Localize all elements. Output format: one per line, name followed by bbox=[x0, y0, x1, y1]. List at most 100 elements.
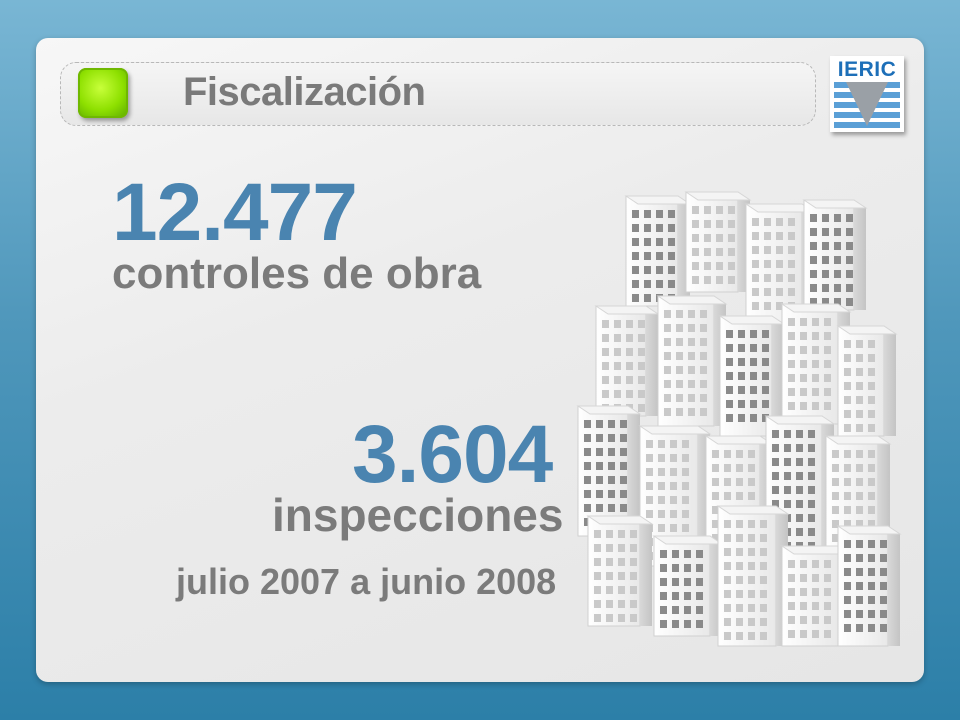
building-window bbox=[670, 482, 677, 490]
building-window bbox=[812, 630, 819, 638]
building-window bbox=[736, 492, 743, 500]
building-window bbox=[856, 464, 863, 472]
building-window bbox=[736, 632, 743, 640]
building-window bbox=[630, 600, 637, 608]
building-window bbox=[796, 444, 803, 452]
building-window bbox=[776, 218, 783, 226]
building-window bbox=[856, 520, 863, 528]
building-roof bbox=[764, 415, 836, 425]
building-window bbox=[736, 562, 743, 570]
building-window bbox=[834, 228, 841, 236]
building-window bbox=[834, 270, 841, 278]
building-roof bbox=[716, 505, 790, 515]
building-window bbox=[712, 506, 719, 514]
building-window bbox=[880, 624, 887, 632]
building-window bbox=[632, 280, 639, 288]
building-window bbox=[810, 242, 817, 250]
building-window bbox=[824, 588, 831, 596]
building-window bbox=[800, 374, 807, 382]
building-window bbox=[728, 220, 735, 228]
building-window bbox=[764, 260, 771, 268]
building-window bbox=[750, 358, 757, 366]
building-window bbox=[750, 414, 757, 422]
building-window bbox=[822, 256, 829, 264]
building-window bbox=[800, 318, 807, 326]
building-window bbox=[696, 592, 703, 600]
building-window bbox=[716, 262, 723, 270]
building-window bbox=[632, 238, 639, 246]
building-window bbox=[716, 276, 723, 284]
building-window bbox=[868, 368, 875, 376]
building-window bbox=[608, 420, 615, 428]
building-window bbox=[788, 232, 795, 240]
building-window bbox=[658, 454, 665, 462]
building-window bbox=[748, 576, 755, 584]
building-window bbox=[664, 366, 671, 374]
building-window bbox=[672, 592, 679, 600]
building-window bbox=[672, 606, 679, 614]
building-window bbox=[796, 486, 803, 494]
building-window bbox=[796, 430, 803, 438]
building-window bbox=[812, 318, 819, 326]
building-window bbox=[696, 606, 703, 614]
building-window bbox=[846, 242, 853, 250]
building-window bbox=[664, 394, 671, 402]
building-window bbox=[868, 382, 875, 390]
building-window bbox=[772, 500, 779, 508]
building-window bbox=[856, 596, 863, 604]
building-window bbox=[614, 334, 621, 342]
building-window bbox=[670, 510, 677, 518]
building-window bbox=[660, 592, 667, 600]
building-window bbox=[626, 390, 633, 398]
building-window bbox=[668, 280, 675, 288]
building-window bbox=[788, 588, 795, 596]
building-window bbox=[748, 562, 755, 570]
building-window bbox=[682, 440, 689, 448]
building-window bbox=[660, 578, 667, 586]
building-window bbox=[618, 600, 625, 608]
building-window bbox=[618, 558, 625, 566]
building-window bbox=[584, 420, 591, 428]
building-window bbox=[724, 604, 731, 612]
building-window bbox=[812, 616, 819, 624]
building-window bbox=[880, 568, 887, 576]
building-window bbox=[844, 382, 851, 390]
building-window bbox=[810, 214, 817, 222]
building-window bbox=[602, 390, 609, 398]
building-window bbox=[784, 486, 791, 494]
building-window bbox=[700, 324, 707, 332]
building-window bbox=[812, 360, 819, 368]
building-window bbox=[672, 564, 679, 572]
building-window bbox=[620, 420, 627, 428]
building-window bbox=[646, 482, 653, 490]
building-window bbox=[844, 368, 851, 376]
building-window bbox=[728, 248, 735, 256]
building-window bbox=[594, 600, 601, 608]
building-window bbox=[646, 454, 653, 462]
building-window bbox=[822, 242, 829, 250]
building-window bbox=[812, 374, 819, 382]
building-window bbox=[646, 510, 653, 518]
building-window bbox=[800, 388, 807, 396]
building-window bbox=[670, 440, 677, 448]
building-window bbox=[784, 458, 791, 466]
building-window bbox=[644, 238, 651, 246]
building-window bbox=[762, 358, 769, 366]
building-window bbox=[724, 464, 731, 472]
building-window bbox=[868, 410, 875, 418]
building-window bbox=[676, 380, 683, 388]
building-window bbox=[602, 320, 609, 328]
building-window bbox=[846, 214, 853, 222]
building-window bbox=[752, 302, 759, 310]
building-window bbox=[738, 330, 745, 338]
building-window bbox=[868, 540, 875, 548]
building-window bbox=[672, 578, 679, 586]
building-window bbox=[788, 602, 795, 610]
building-window bbox=[584, 462, 591, 470]
building-window bbox=[812, 346, 819, 354]
building-window bbox=[810, 298, 817, 306]
building-window bbox=[596, 504, 603, 512]
building-window bbox=[808, 458, 815, 466]
building-window bbox=[660, 606, 667, 614]
building-window bbox=[834, 242, 841, 250]
